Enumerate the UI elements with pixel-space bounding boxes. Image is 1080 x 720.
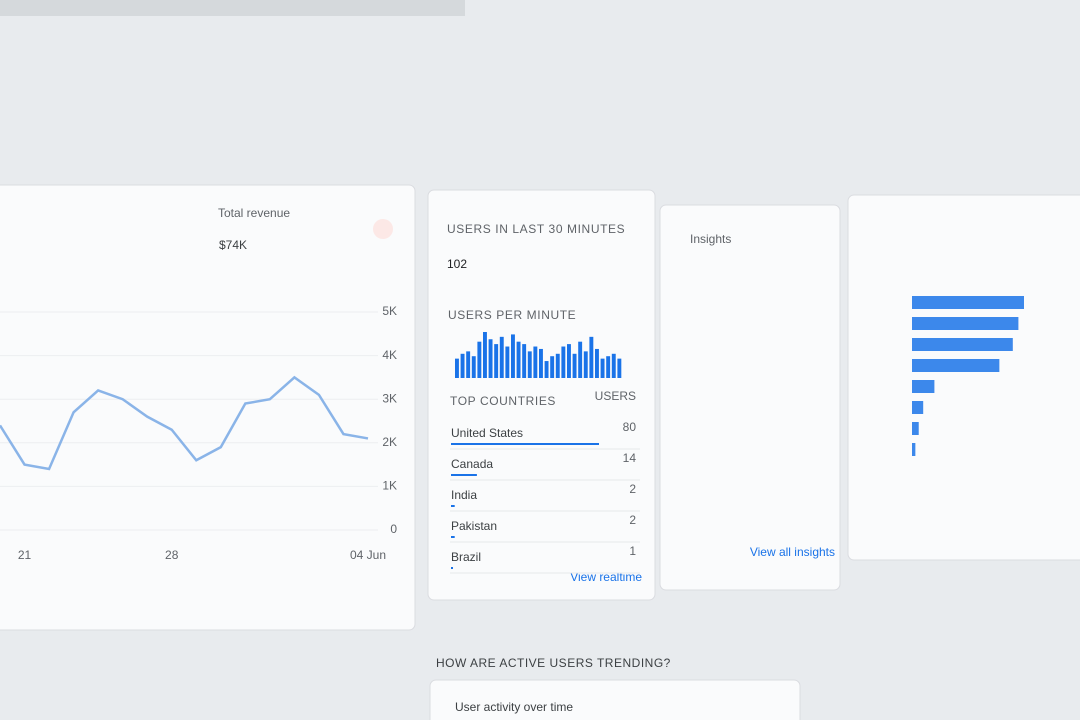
top-bar bbox=[0, 0, 465, 16]
realtime-title: USERS IN LAST 30 MINUTES bbox=[447, 222, 625, 236]
bar bbox=[912, 380, 935, 393]
bar bbox=[539, 348, 543, 378]
bar bbox=[499, 336, 504, 378]
country-bar bbox=[451, 474, 477, 476]
y-tick-label: 2K bbox=[382, 435, 397, 449]
bar bbox=[912, 422, 919, 435]
users-label: USERS bbox=[595, 389, 636, 403]
bar bbox=[912, 359, 1000, 372]
country-users: 2 bbox=[629, 482, 636, 496]
countries-label: TOP COUNTRIES bbox=[450, 394, 556, 408]
bar bbox=[550, 356, 555, 378]
insights-card bbox=[659, 204, 841, 591]
bar bbox=[600, 358, 605, 378]
line-series bbox=[0, 375, 369, 471]
country-name: Pakistan bbox=[451, 519, 497, 533]
bar bbox=[583, 351, 588, 378]
x-tick-label: 04 Jun bbox=[350, 548, 386, 562]
y-tick-label: 5K bbox=[382, 304, 397, 318]
bar bbox=[466, 351, 471, 378]
y-tick-label: 4K bbox=[382, 348, 397, 362]
x-tick-label: 21 bbox=[18, 548, 32, 562]
realtime-card bbox=[427, 189, 656, 601]
bar bbox=[572, 353, 577, 378]
country-bar bbox=[451, 567, 453, 569]
y-tick-label: 0 bbox=[390, 522, 397, 536]
bar bbox=[533, 346, 538, 378]
revenue-label: Total revenue bbox=[218, 206, 290, 220]
country-name: Brazil bbox=[451, 550, 481, 564]
country-users: 80 bbox=[623, 420, 637, 434]
bar bbox=[595, 348, 599, 378]
revenue-card bbox=[0, 184, 416, 631]
bar bbox=[483, 332, 487, 378]
revenue-value: $74K bbox=[219, 238, 247, 252]
bar bbox=[567, 344, 571, 378]
realtime-value: 102 bbox=[447, 257, 467, 271]
bar bbox=[477, 341, 482, 378]
trend-card bbox=[429, 679, 801, 720]
y-tick-label: 1K bbox=[382, 479, 397, 493]
bar bbox=[494, 344, 499, 378]
bar bbox=[555, 353, 560, 378]
bar bbox=[460, 353, 465, 378]
bar bbox=[912, 401, 924, 414]
warning-icon[interactable] bbox=[373, 219, 393, 239]
bar bbox=[516, 341, 521, 378]
bar bbox=[912, 338, 1013, 351]
country-name: India bbox=[451, 488, 477, 502]
bar bbox=[912, 443, 916, 456]
country-bar bbox=[451, 505, 455, 507]
per-minute-label: USERS PER MINUTE bbox=[448, 308, 576, 322]
x-tick-label: 28 bbox=[165, 548, 179, 562]
bar bbox=[527, 351, 532, 378]
country-name: United States bbox=[451, 426, 523, 440]
country-bar bbox=[451, 443, 599, 445]
country-users: 14 bbox=[623, 451, 637, 465]
country-bar bbox=[451, 536, 455, 538]
bar bbox=[578, 341, 583, 378]
bar bbox=[511, 334, 515, 378]
insights-link[interactable]: View all insights bbox=[750, 545, 835, 559]
bar bbox=[522, 344, 527, 378]
bar bbox=[589, 336, 594, 378]
bar bbox=[912, 317, 1019, 330]
bar-card bbox=[847, 194, 1080, 561]
bar bbox=[617, 358, 622, 378]
trend-card-title: User activity over time bbox=[455, 700, 573, 714]
bar bbox=[561, 346, 566, 378]
section-title: HOW ARE ACTIVE USERS TRENDING? bbox=[436, 656, 671, 670]
bar bbox=[544, 361, 549, 378]
country-users: 2 bbox=[629, 513, 636, 527]
bar bbox=[488, 339, 493, 378]
bar bbox=[611, 353, 616, 378]
bar bbox=[471, 356, 476, 378]
insights-title: Insights bbox=[690, 232, 731, 246]
realtime-link[interactable]: View realtime bbox=[570, 570, 642, 584]
y-tick-label: 3K bbox=[382, 391, 397, 405]
bar bbox=[455, 358, 459, 378]
bar bbox=[606, 356, 611, 378]
country-users: 1 bbox=[629, 544, 636, 558]
country-name: Canada bbox=[451, 457, 493, 471]
bar bbox=[505, 346, 510, 378]
bar bbox=[912, 296, 1024, 309]
